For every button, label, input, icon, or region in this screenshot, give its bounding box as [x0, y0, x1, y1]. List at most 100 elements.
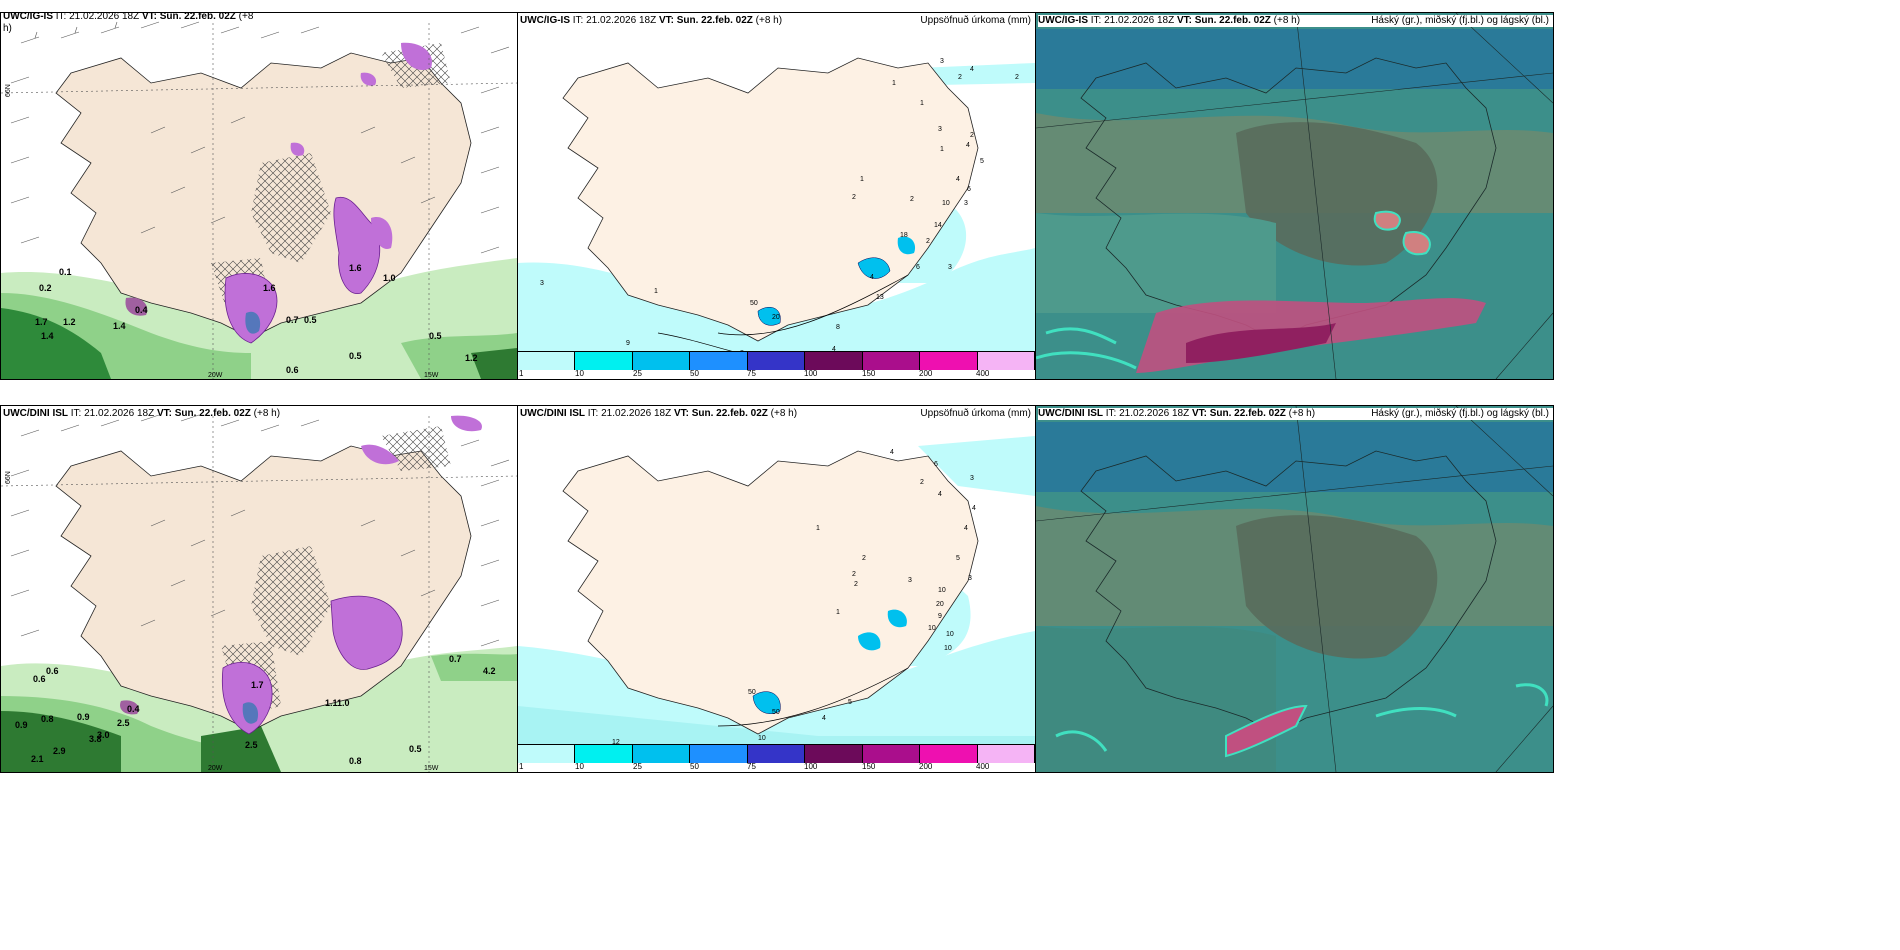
value-label: 20	[936, 601, 944, 608]
value-label: 1	[816, 525, 820, 532]
wind-barbs	[10, 21, 510, 254]
legend-ticks: 1 10 25 50 75 100 150 200 400	[518, 762, 1035, 772]
wind-barbs	[10, 414, 510, 647]
legend-tick: 25	[633, 762, 642, 771]
legend-tick: 1	[519, 762, 524, 771]
value-label: 4.2	[483, 666, 496, 676]
valid-time: VT: Sun. 22.feb. 02Z	[1176, 15, 1271, 26]
legend-swatch	[690, 745, 748, 763]
value-label: 3	[938, 126, 942, 133]
value-label: 6	[934, 461, 938, 468]
value-label: 2	[958, 74, 962, 81]
panel-top-right-cloud-cover: UWC/IG-IS IT: 21.02.2026 18Z VT: Sun. 22…	[1035, 12, 1554, 380]
value-label: 1.0	[383, 273, 396, 283]
map-bot-left: 66N 20W 15W 0.6 0.6 0.4 0.9 0.8 0.9 2.5 …	[1, 406, 517, 772]
value-label: 0.8	[349, 756, 362, 766]
lon-label-20w: 20W	[208, 765, 223, 772]
value-label: 1	[836, 609, 840, 616]
legend-tick: 10	[575, 762, 584, 771]
valid-time: VT: Sun. 22.feb. 02Z	[156, 408, 251, 419]
value-label: 3.0	[97, 730, 110, 740]
value-label: 8	[740, 350, 744, 351]
precip-values: 3 4 2 2 1 1 3 2 4 5 1 4 6 3 1 2 10 2 14 …	[540, 58, 1019, 351]
panel-right-title: Háský (gr.), miðský (fj.bl.) og lágský (…	[1371, 15, 1549, 26]
value-label: 5	[848, 699, 852, 706]
value-label: 12	[612, 739, 620, 744]
lead-time: (+8 h)	[1270, 15, 1301, 26]
panel-bot-mid-accumulated-precip: 4 6 3 2 4 4 1 2 4 5 2 3 10 20 9 10 10 10…	[517, 405, 1036, 773]
value-label: 2.9	[53, 746, 66, 756]
legend-swatch	[518, 352, 576, 370]
lead-time-wrap: h)	[3, 23, 12, 34]
value-label: 1.2	[465, 353, 478, 363]
lead-time: (+8	[235, 12, 254, 22]
value-label: 2	[1015, 74, 1019, 81]
value-label: 1.6	[263, 283, 276, 293]
init-time: IT: 21.02.2026 18Z	[585, 408, 674, 419]
iceland-land	[562, 450, 979, 735]
map-top-left: 66N 20W 15W 0.1 0.2 0.4 1.7 1.2 1.4 1.4 …	[1, 13, 517, 379]
panel-right-title: Háský (gr.), miðský (fj.bl.) og lágský (…	[1371, 408, 1549, 419]
legend-colorbar	[518, 744, 1035, 763]
lead-time: (+8 h)	[250, 408, 281, 419]
model-name: UWC/IG-IS	[520, 15, 570, 26]
legend-swatch	[632, 745, 691, 763]
legend-tick: 50	[690, 762, 699, 771]
value-label: 4	[832, 346, 836, 351]
value-label: 0.7	[449, 654, 462, 664]
value-label: 14	[934, 222, 942, 229]
map-top-right	[1036, 13, 1553, 379]
value-label: 6	[967, 186, 971, 193]
value-label: 3	[964, 200, 968, 207]
legend-tick: 400	[976, 762, 990, 771]
value-label: 6	[916, 264, 920, 271]
value-label: 1	[940, 146, 944, 153]
value-label: 4	[966, 142, 970, 149]
init-time: IT: 21.02.2026 18Z	[1103, 408, 1192, 419]
value-label: 20	[772, 314, 780, 321]
value-label: 1.6	[349, 263, 362, 273]
model-name: UWC/DINI ISL	[1038, 408, 1103, 419]
legend-swatch	[977, 745, 1035, 763]
value-label: 10	[928, 625, 936, 632]
value-label: 0.1	[59, 267, 72, 277]
value-label: 8	[836, 324, 840, 331]
value-label: 1.4	[41, 331, 54, 341]
legend-swatch	[805, 352, 863, 370]
legend-tick: 100	[804, 369, 818, 378]
value-label: 5	[980, 158, 984, 165]
legend-colorbar	[518, 351, 1035, 370]
value-label: 0.6	[46, 666, 59, 676]
model-name: UWC/DINI ISL	[520, 408, 585, 419]
legend-tick: 10	[575, 369, 584, 378]
value-label: 4	[970, 66, 974, 73]
panel-title: UWC/DINI ISL IT: 21.02.2026 18Z VT: Sun.…	[1038, 408, 1553, 420]
map-bot-mid: 4 6 3 2 4 4 1 2 4 5 2 3 10 20 9 10 10 10…	[518, 406, 1035, 744]
legend-swatch	[575, 352, 633, 370]
value-label: 3	[540, 280, 544, 287]
lon-label-20w: 20W	[208, 372, 223, 379]
lon-label-15w: 15W	[424, 372, 439, 379]
panel-title: UWC/IG-IS IT: 21.02.2026 18Z VT: Sun. 22…	[3, 12, 254, 35]
valid-time: VT: Sun. 22.feb. 02Z	[141, 12, 236, 22]
value-label: 4	[972, 505, 976, 512]
legend-tick: 150	[862, 762, 876, 771]
value-label: 10	[942, 200, 950, 207]
value-label: 1	[920, 100, 924, 107]
panel-title: UWC/DINI ISL IT: 21.02.2026 18Z VT: Sun.…	[3, 408, 280, 420]
legend-swatch	[747, 352, 806, 370]
precip-legend: 1 10 25 50 75 100 150 200 400	[518, 744, 1035, 772]
value-label: 0.8	[41, 714, 54, 724]
value-label: 1.1	[325, 698, 338, 708]
legend-swatch	[747, 745, 806, 763]
legend-swatch	[632, 352, 691, 370]
legend-swatch	[862, 745, 921, 763]
value-label: 1.7	[35, 317, 48, 327]
legend-tick: 400	[976, 369, 990, 378]
value-label: 1.7	[251, 680, 264, 690]
value-label: 2	[854, 581, 858, 588]
value-label: 0.5	[409, 744, 422, 754]
value-label: 1	[892, 80, 896, 87]
legend-swatch	[518, 745, 576, 763]
legend-tick: 75	[747, 762, 756, 771]
